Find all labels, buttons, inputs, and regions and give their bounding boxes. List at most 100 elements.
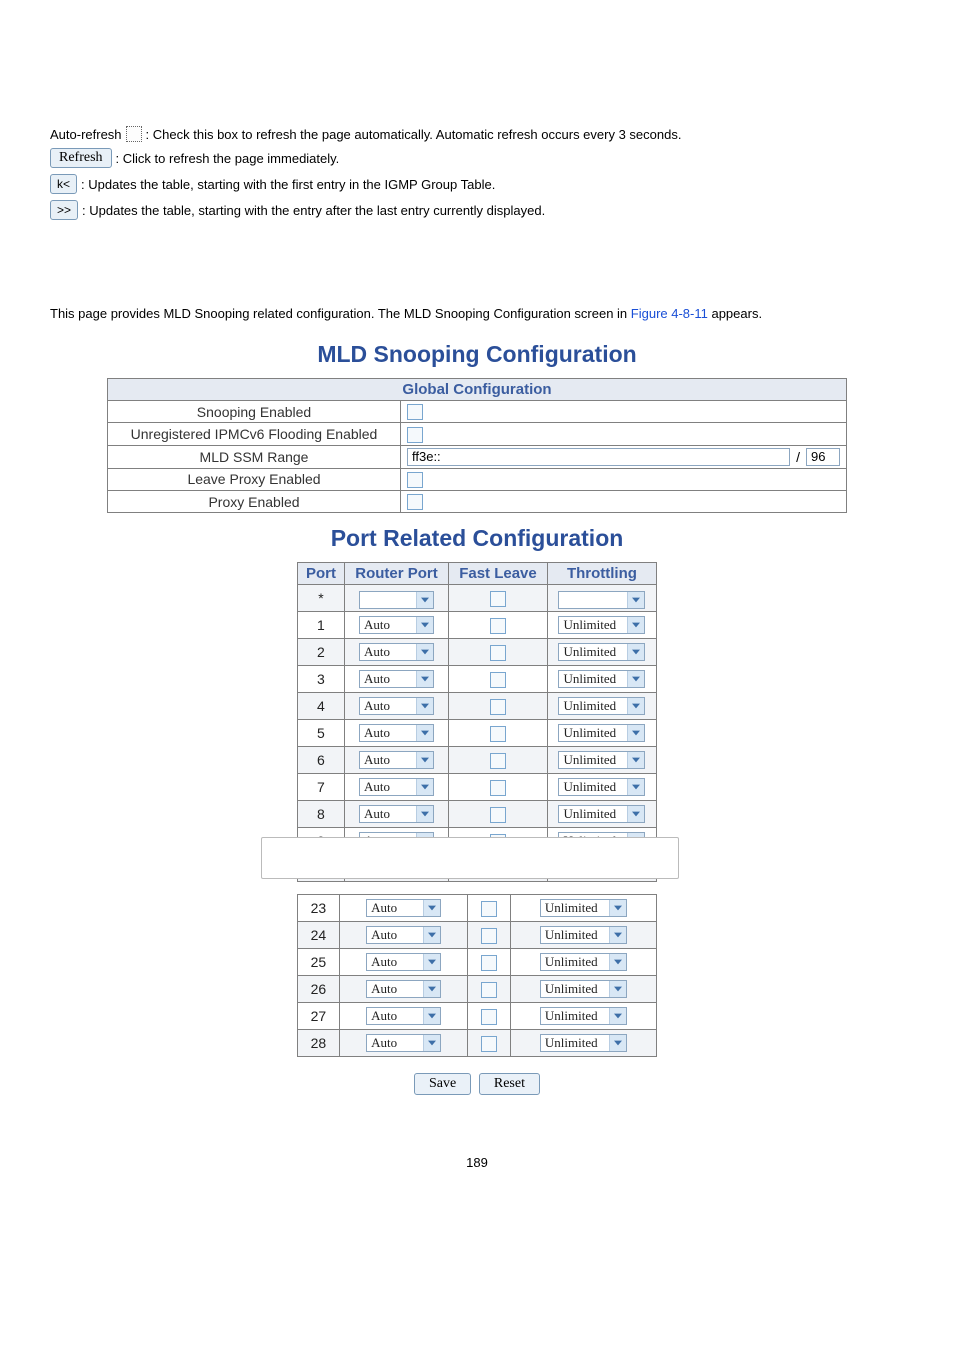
select-box[interactable] xyxy=(359,591,434,609)
select-box[interactable]: Auto xyxy=(366,980,441,998)
fast-leave-col-header: Fast Leave xyxy=(449,563,548,585)
select-box[interactable]: Auto xyxy=(359,805,434,823)
port-cell: 1 xyxy=(298,612,345,639)
port-col-header: Port xyxy=(298,563,345,585)
select-box[interactable]: Auto xyxy=(366,926,441,944)
checkbox[interactable] xyxy=(490,753,506,769)
checkbox[interactable] xyxy=(407,427,423,443)
router-port-cell: Auto xyxy=(344,720,448,747)
select-box[interactable] xyxy=(558,591,645,609)
select-box[interactable]: Auto xyxy=(366,953,441,971)
select-box[interactable]: Unlimited xyxy=(558,643,645,661)
select-box[interactable]: Unlimited xyxy=(558,616,645,634)
table-row: 1 Auto Unlimited xyxy=(298,612,657,639)
checkbox[interactable] xyxy=(481,901,497,917)
chevron-down-icon xyxy=(609,900,626,916)
select-label: Unlimited xyxy=(545,1035,607,1051)
select-box[interactable]: Auto xyxy=(359,778,434,796)
select-box[interactable]: Unlimited xyxy=(540,1034,627,1052)
router-port-cell: Auto xyxy=(339,949,468,976)
next-page-button[interactable]: >> xyxy=(50,200,78,220)
select-box[interactable]: Unlimited xyxy=(558,751,645,769)
global-row-label: MLD SSM Range xyxy=(108,445,401,468)
checkbox[interactable] xyxy=(490,699,506,715)
auto-refresh-checkbox-icon xyxy=(126,126,142,142)
checkbox[interactable] xyxy=(481,982,497,998)
chevron-down-icon xyxy=(423,1035,440,1051)
select-box[interactable]: Unlimited xyxy=(540,1007,627,1025)
ssm-range-input[interactable] xyxy=(407,448,790,466)
port-cell: 25 xyxy=(298,949,340,976)
first-page-button[interactable]: k< xyxy=(50,174,77,194)
checkbox[interactable] xyxy=(481,955,497,971)
port-cell: 26 xyxy=(298,976,340,1003)
select-box[interactable]: Auto xyxy=(359,751,434,769)
router-port-cell: Auto xyxy=(339,1030,468,1057)
select-box[interactable]: Auto xyxy=(359,697,434,715)
checkbox[interactable] xyxy=(481,928,497,944)
select-box[interactable]: Auto xyxy=(359,643,434,661)
chevron-down-icon xyxy=(627,806,644,822)
port-config-table-bottom: 23AutoUnlimited24AutoUnlimited25AutoUnli… xyxy=(297,894,657,1057)
checkbox[interactable] xyxy=(490,780,506,796)
chevron-down-icon xyxy=(416,617,433,633)
fast-leave-cell xyxy=(449,801,548,828)
router-port-cell: Auto xyxy=(344,774,448,801)
select-box[interactable]: Auto xyxy=(359,616,434,634)
reset-button[interactable]: Reset xyxy=(479,1073,540,1095)
global-config-table: Global Configuration Snooping EnabledUnr… xyxy=(107,378,847,513)
checkbox[interactable] xyxy=(490,672,506,688)
checkbox[interactable] xyxy=(490,645,506,661)
port-cell: 27 xyxy=(298,1003,340,1030)
select-label: Unlimited xyxy=(563,806,625,822)
next-desc: : Updates the table, starting with the e… xyxy=(82,203,545,218)
select-box[interactable]: Unlimited xyxy=(558,778,645,796)
figure-link[interactable]: Figure 4-8-11 xyxy=(631,306,708,321)
port-cell: 7 xyxy=(298,774,345,801)
select-box[interactable]: Auto xyxy=(366,1007,441,1025)
checkbox[interactable] xyxy=(407,472,423,488)
checkbox[interactable] xyxy=(407,494,423,510)
select-box[interactable]: Auto xyxy=(366,899,441,917)
checkbox[interactable] xyxy=(481,1036,497,1052)
select-box[interactable]: Unlimited xyxy=(558,724,645,742)
port-cell: 8 xyxy=(298,801,345,828)
router-port-cell: Auto xyxy=(344,693,448,720)
table-row: 25 Auto Unlimited xyxy=(298,949,657,976)
save-button[interactable]: Save xyxy=(414,1073,471,1095)
select-box[interactable]: Unlimited xyxy=(558,805,645,823)
checkbox[interactable] xyxy=(490,807,506,823)
select-box[interactable]: Unlimited xyxy=(558,670,645,688)
chevron-down-icon xyxy=(416,671,433,687)
chevron-down-icon xyxy=(416,592,433,608)
select-box[interactable]: Auto xyxy=(359,670,434,688)
select-label: Unlimited xyxy=(563,752,625,768)
refresh-button[interactable]: Refresh xyxy=(50,148,112,168)
table-tear xyxy=(261,837,679,879)
select-label: Unlimited xyxy=(563,671,625,687)
router-port-col-header: Router Port xyxy=(344,563,448,585)
select-label: Auto xyxy=(371,927,421,943)
checkbox[interactable] xyxy=(490,618,506,634)
select-box[interactable]: Auto xyxy=(366,1034,441,1052)
select-box[interactable]: Unlimited xyxy=(558,697,645,715)
port-cell: 23 xyxy=(298,895,340,922)
table-row: 3AutoUnlimited xyxy=(298,666,657,693)
checkbox[interactable] xyxy=(490,591,506,607)
select-box[interactable]: Unlimited xyxy=(540,899,627,917)
checkbox[interactable] xyxy=(481,1009,497,1025)
auto-refresh-label: Auto-refresh xyxy=(50,127,122,142)
checkbox[interactable] xyxy=(407,404,423,420)
global-row-ctrl xyxy=(401,468,847,490)
port-cell: 28 xyxy=(298,1030,340,1057)
select-box[interactable]: Unlimited xyxy=(540,953,627,971)
ssm-mask-input[interactable] xyxy=(806,448,840,466)
select-label: Auto xyxy=(371,981,421,997)
select-box[interactable]: Auto xyxy=(359,724,434,742)
select-box[interactable]: Unlimited xyxy=(540,980,627,998)
table-row: 4AutoUnlimited xyxy=(298,693,657,720)
select-box[interactable]: Unlimited xyxy=(540,926,627,944)
select-label: Unlimited xyxy=(545,981,607,997)
checkbox[interactable] xyxy=(490,726,506,742)
select-label: Auto xyxy=(364,806,414,822)
